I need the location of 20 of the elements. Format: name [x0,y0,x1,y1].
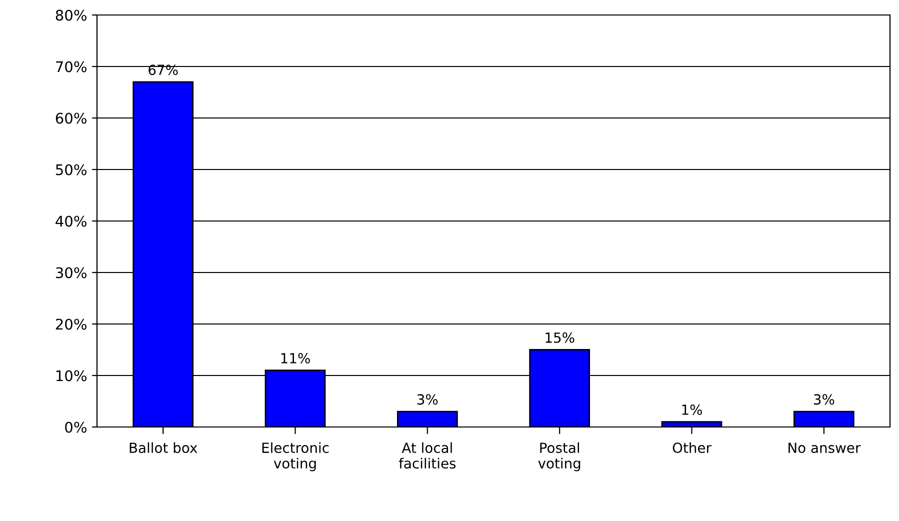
y-tick-label: 0% [65,422,86,433]
y-tick-label: 60% [56,112,86,124]
x-tick-label: At local facilities [398,442,456,469]
data-label: 3% [814,394,834,405]
y-tick-label: 70% [56,61,86,72]
x-tick-label: Postal voting [538,442,580,472]
x-tick-label: Ballot box [130,442,198,454]
data-label: 11% [281,352,310,364]
y-tick-label: 30% [56,267,86,278]
x-tick-label: Other [672,442,712,454]
y-tick-label: 40% [56,216,86,227]
data-label: 1% [682,404,702,415]
y-tick-label: 10% [56,370,86,382]
y-tick-label: 80% [56,10,86,21]
y-tick-label: 50% [56,164,86,176]
data-label: 15% [546,332,574,343]
data-label: 3% [417,394,438,405]
y-tick-label: 20% [56,318,86,330]
x-tick-label: No answer [788,442,861,454]
x-tick-label: Electronic voting [262,442,329,472]
